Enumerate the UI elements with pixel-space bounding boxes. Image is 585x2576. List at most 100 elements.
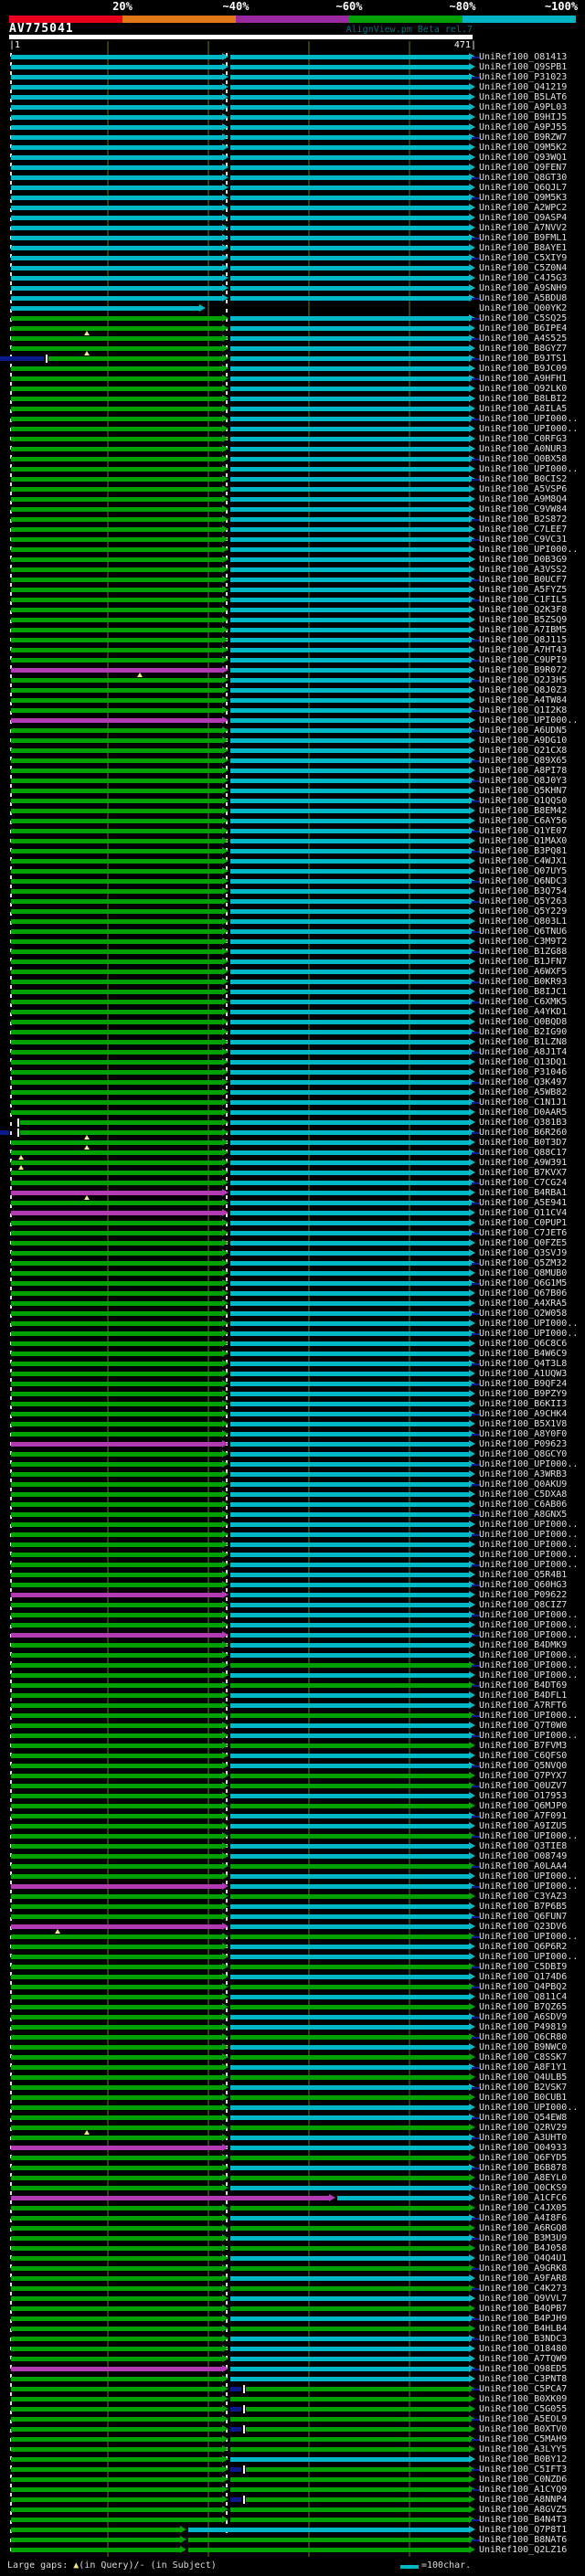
alignment-row[interactable]: UniRef100_B0CUB1 <box>0 2093 585 2103</box>
alignment-row[interactable]: UniRef100_Q7P8T1 <box>0 2525 585 2535</box>
alignment-row[interactable]: UniRef100_Q0BQD8 <box>0 1017 585 1027</box>
hit-accession[interactable]: UniRef100_A9IZU5 <box>479 1821 568 1831</box>
alignment-row[interactable]: UniRef100_B0T3D7 <box>0 1138 585 1150</box>
hit-accession[interactable]: UniRef100_A8J1T4 <box>479 1047 568 1057</box>
alignment-row[interactable]: UniRef100_B4DMK9 <box>0 1640 585 1650</box>
alignment-row[interactable]: UniRef100_A3WRB3 <box>0 1469 585 1479</box>
hit-accession[interactable]: UniRef100_UPI000.. <box>479 716 579 726</box>
alignment-row[interactable]: UniRef100_A6UDN5 <box>0 726 585 736</box>
hit-accession[interactable]: UniRef100_B4W6C9 <box>479 1349 568 1359</box>
hit-accession[interactable]: UniRef100_A7F091 <box>479 1811 568 1821</box>
hit-accession[interactable]: UniRef100_C6AB06 <box>479 1500 568 1510</box>
hit-accession[interactable]: UniRef100_Q3TIE8 <box>479 1841 568 1851</box>
hit-accession[interactable]: UniRef100_UPI000.. <box>479 545 579 555</box>
hit-accession[interactable]: UniRef100_Q1QQS0 <box>479 796 568 806</box>
alignment-row[interactable]: UniRef100_B4DFL1 <box>0 1691 585 1701</box>
hit-accession[interactable]: UniRef100_A5EOL9 <box>479 2414 568 2424</box>
alignment-row[interactable]: UniRef100_Q8J0Y3 <box>0 776 585 786</box>
hit-accession[interactable]: UniRef100_Q6QJL7 <box>479 183 568 193</box>
alignment-row[interactable]: UniRef100_A4YKD1 <box>0 1007 585 1017</box>
alignment-row[interactable]: UniRef100_A8GVZ5 <box>0 2505 585 2515</box>
hit-accession[interactable]: UniRef100_B5ZSQ9 <box>479 615 568 625</box>
alignment-row[interactable]: UniRef100_B3NDC3 <box>0 2334 585 2344</box>
alignment-row[interactable]: UniRef100_A1UQW3 <box>0 1369 585 1379</box>
alignment-row[interactable]: UniRef100_A5FYZ5 <box>0 585 585 595</box>
alignment-row[interactable]: UniRef100_B7QZ65 <box>0 2002 585 2012</box>
alignment-row[interactable]: UniRef100_Q00YK2 <box>0 303 585 313</box>
alignment-row[interactable]: UniRef100_Q1I2K8 <box>0 705 585 716</box>
alignment-row[interactable]: UniRef100_A8EYL0 <box>0 2173 585 2183</box>
hit-accession[interactable]: UniRef100_B9HIJ5 <box>479 112 568 122</box>
alignment-row[interactable]: UniRef100_Q9M5K2 <box>0 143 585 153</box>
hit-accession[interactable]: UniRef100_Q0BX58 <box>479 454 568 464</box>
hit-accession[interactable]: UniRef100_UPI000.. <box>479 464 579 474</box>
alignment-row[interactable]: UniRef100_B3M3U9 <box>0 2233 585 2243</box>
hit-accession[interactable]: UniRef100_P09623 <box>479 1439 568 1449</box>
hit-accession[interactable]: UniRef100_B8EM42 <box>479 806 568 816</box>
alignment-row[interactable]: UniRef100_B0BY12 <box>0 2454 585 2465</box>
alignment-row[interactable]: UniRef100_UPI000.. <box>0 1530 585 1540</box>
alignment-row[interactable]: UniRef100_Q98ED5 <box>0 2364 585 2374</box>
hit-accession[interactable]: UniRef100_B9JC09 <box>479 364 568 374</box>
alignment-row[interactable]: UniRef100_B8LBI2 <box>0 394 585 404</box>
alignment-row[interactable]: UniRef100_A5E941 <box>0 1198 585 1208</box>
alignment-row[interactable]: UniRef100_B6KII3 <box>0 1399 585 1409</box>
alignment-row[interactable]: UniRef100_Q174D6 <box>0 1972 585 1982</box>
hit-accession[interactable]: UniRef100_A8NNP4 <box>479 2495 568 2505</box>
hit-accession[interactable]: UniRef100_Q0FZE5 <box>479 1238 568 1248</box>
hit-accession[interactable]: UniRef100_B7QZ65 <box>479 2002 568 2012</box>
hit-accession[interactable]: UniRef100_A5VSP6 <box>479 484 568 494</box>
hit-accession[interactable]: UniRef100_B4J058 <box>479 2243 568 2253</box>
alignment-row[interactable]: UniRef100_A4TW84 <box>0 695 585 705</box>
hit-accession[interactable]: UniRef100_Q6NDC3 <box>479 876 568 886</box>
hit-accession[interactable]: UniRef100_C4JX05 <box>479 2203 568 2213</box>
hit-accession[interactable]: UniRef100_C6XMK5 <box>479 997 568 1007</box>
alignment-row[interactable]: UniRef100_C5MAH9 <box>0 2434 585 2444</box>
hit-accession[interactable]: UniRef100_Q04933 <box>479 2143 568 2153</box>
alignment-row[interactable]: UniRef100_O08749 <box>0 1851 585 1861</box>
hit-accession[interactable]: UniRef100_C5G055 <box>479 2404 568 2414</box>
alignment-row[interactable]: UniRef100_A9SNH9 <box>0 283 585 293</box>
alignment-row[interactable]: UniRef100_C4JX05 <box>0 2203 585 2213</box>
alignment-row[interactable]: UniRef100_A9IZU5 <box>0 1821 585 1831</box>
hit-accession[interactable]: UniRef100_Q0CKS9 <box>479 2183 568 2193</box>
hit-accession[interactable]: UniRef100_C8SSK7 <box>479 2052 568 2062</box>
hit-accession[interactable]: UniRef100_Q67B06 <box>479 1288 568 1299</box>
hit-accession[interactable]: UniRef100_C9VW84 <box>479 504 568 514</box>
hit-accession[interactable]: UniRef100_B9RZW7 <box>479 133 568 143</box>
hit-accession[interactable]: UniRef100_UPI000.. <box>479 1620 579 1630</box>
hit-accession[interactable]: UniRef100_UPI000.. <box>479 1660 579 1670</box>
alignment-row[interactable]: UniRef100_A5WB82 <box>0 1087 585 1097</box>
hit-accession[interactable]: UniRef100_C1FIL5 <box>479 595 568 605</box>
alignment-row[interactable]: UniRef100_C7JET6 <box>0 1228 585 1238</box>
hit-accession[interactable]: UniRef100_Q9M5K3 <box>479 193 568 203</box>
hit-accession[interactable]: UniRef100_B0KR93 <box>479 977 568 987</box>
alignment-row[interactable]: UniRef100_B4N4T3 <box>0 2515 585 2525</box>
alignment-row[interactable]: UniRef100_B6R260 <box>0 1128 585 1140</box>
hit-accession[interactable]: UniRef100_A9M8Q4 <box>479 494 568 504</box>
alignment-row[interactable]: UniRef100_B9FML1 <box>0 233 585 243</box>
hit-accession[interactable]: UniRef100_Q6G1M5 <box>479 1278 568 1288</box>
hit-accession[interactable]: UniRef100_Q8GT30 <box>479 173 568 183</box>
hit-accession[interactable]: UniRef100_B1ZG88 <box>479 947 568 957</box>
alignment-row[interactable]: UniRef100_C8SSK7 <box>0 2052 585 2062</box>
alignment-row[interactable]: UniRef100_C0NZD6 <box>0 2475 585 2485</box>
alignment-row[interactable]: UniRef100_A0LAA4 <box>0 1861 585 1871</box>
alignment-row[interactable]: UniRef100_Q0FZE5 <box>0 1238 585 1248</box>
alignment-row[interactable]: UniRef100_A5BDU8 <box>0 293 585 303</box>
hit-accession[interactable]: UniRef100_B2IG90 <box>479 1027 568 1037</box>
alignment-row[interactable]: UniRef100_UPI000.. <box>0 1610 585 1620</box>
alignment-row[interactable]: UniRef100_A4I8F6 <box>0 2213 585 2223</box>
hit-accession[interactable]: UniRef100_B9PZY9 <box>479 1389 568 1399</box>
alignment-row[interactable]: UniRef100_B6B878 <box>0 2163 585 2173</box>
alignment-row[interactable]: UniRef100_UPI000.. <box>0 1660 585 1670</box>
alignment-row[interactable]: UniRef100_Q1QQS0 <box>0 796 585 806</box>
hit-accession[interactable]: UniRef100_Q9SPB1 <box>479 62 568 72</box>
alignment-row[interactable]: UniRef100_Q54EW8 <box>0 2113 585 2123</box>
hit-accession[interactable]: UniRef100_Q6TNU6 <box>479 927 568 937</box>
alignment-row[interactable]: UniRef100_A9PJ55 <box>0 122 585 133</box>
alignment-row[interactable]: UniRef100_Q60HG3 <box>0 1580 585 1590</box>
alignment-row[interactable]: UniRef100_B5X1V8 <box>0 1419 585 1429</box>
hit-accession[interactable]: UniRef100_A9SNH9 <box>479 283 568 293</box>
hit-accession[interactable]: UniRef100_B7FVM3 <box>479 1741 568 1751</box>
